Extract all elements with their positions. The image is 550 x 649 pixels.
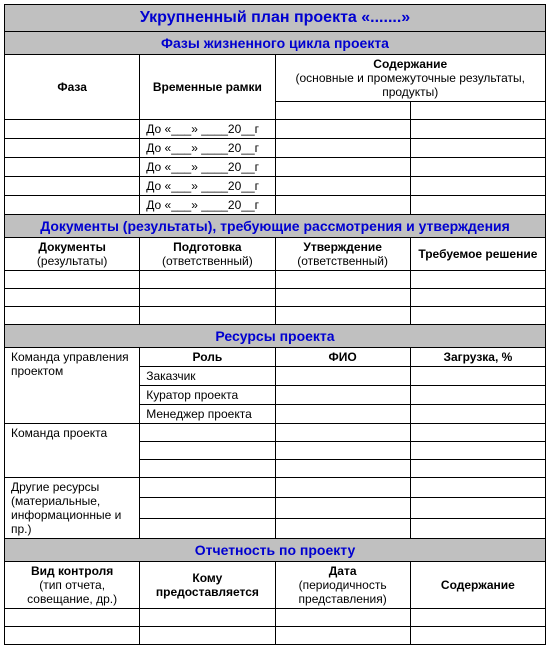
- col-timeframe: Временные рамки: [140, 55, 275, 120]
- phase-row: До «___» ____20__г: [5, 120, 546, 139]
- content-sub-1: [275, 102, 410, 120]
- col-whom: Кому предоставляется: [140, 562, 275, 609]
- col-date: Дата (периодичность представления): [275, 562, 410, 609]
- doc-row: [5, 307, 546, 325]
- phase-row: До «___» ____20__г: [5, 139, 546, 158]
- col-load: Загрузка, %: [410, 348, 545, 367]
- col-decision: Требуемое решение: [410, 238, 545, 271]
- phase-row: До «___» ____20__г: [5, 177, 546, 196]
- row-other-resources: Другие ресурсы (материальные, информацио…: [5, 478, 140, 539]
- document-title: Укрупненный план проекта «.......»: [5, 5, 546, 32]
- content-sub-2: [410, 102, 545, 120]
- section-docs-heading: Документы (результаты), требующие рассмо…: [5, 215, 546, 238]
- phase-row: До «___» ____20__г: [5, 158, 546, 177]
- col-control: Вид контроля (тип отчета, совещание, др.…: [5, 562, 140, 609]
- project-plan-table: Укрупненный план проекта «.......» Фазы …: [4, 4, 546, 645]
- col-phase: Фаза: [5, 55, 140, 120]
- report-row: [5, 627, 546, 645]
- phase-row: До «___» ____20__г: [5, 196, 546, 215]
- row-project-team: Команда проекта: [5, 424, 140, 478]
- col-approve: Утверждение (ответственный): [275, 238, 410, 271]
- col-report-content: Содержание: [410, 562, 545, 609]
- col-content: Содержание (основные и промежуточные рез…: [275, 55, 546, 102]
- section-resources-heading: Ресурсы проекта: [5, 325, 546, 348]
- row-mgmt-team: Команда управления проектом: [5, 348, 140, 424]
- section-reporting-heading: Отчетность по проекту: [5, 539, 546, 562]
- report-row: [5, 609, 546, 627]
- col-role: Роль: [140, 348, 275, 367]
- col-fio: ФИО: [275, 348, 410, 367]
- section-phases-heading: Фазы жизненного цикла проекта: [5, 32, 546, 55]
- doc-row: [5, 271, 546, 289]
- doc-row: [5, 289, 546, 307]
- col-docs: Документы (результаты): [5, 238, 140, 271]
- col-prep: Подготовка (ответственный): [140, 238, 275, 271]
